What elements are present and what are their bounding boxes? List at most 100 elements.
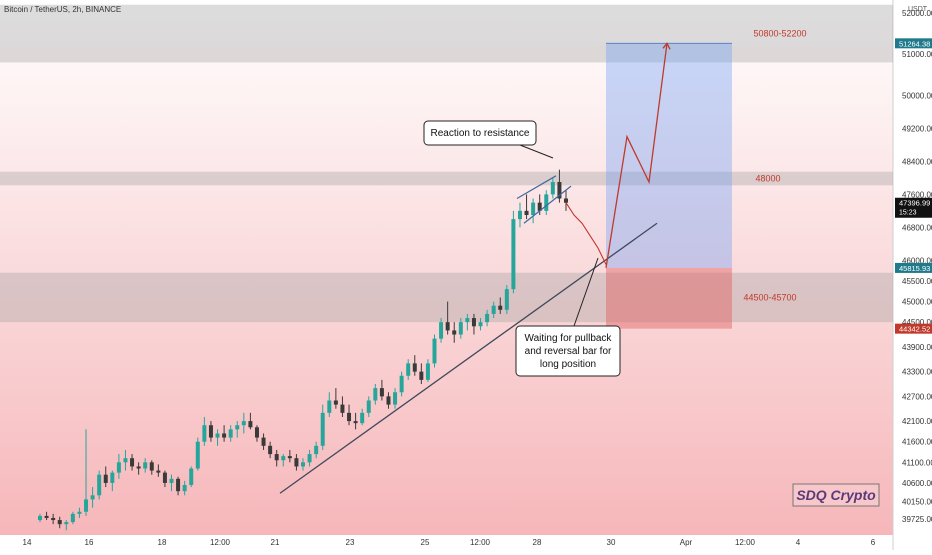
currency-badge[interactable]: USDT <box>908 6 928 13</box>
candle <box>228 425 233 442</box>
candle <box>51 513 56 525</box>
zone-label: 44500-45700 <box>743 292 796 302</box>
zones-layer: 50800-52200 48000 44500-45700 <box>0 4 893 323</box>
y-tick-label: 52000.00 <box>902 9 932 18</box>
wedge-lower-line[interactable] <box>523 185 572 224</box>
paths-layer <box>565 42 671 269</box>
candle <box>478 318 483 331</box>
candle <box>544 190 549 215</box>
position-profit-box[interactable] <box>606 43 732 268</box>
candle <box>189 466 194 488</box>
candle <box>254 425 259 442</box>
candle <box>281 454 286 467</box>
annotation-pullback[interactable]: Waiting for pullback and reversal bar for… <box>515 257 621 377</box>
x-axis-labels: 14 16 18 12:00 21 23 25 12:00 28 30 Apr 12:00 4 6 <box>23 538 876 547</box>
svg-text:47396.99: 47396.99 <box>899 199 930 208</box>
candle <box>195 437 200 471</box>
candle <box>511 210 516 294</box>
x-axis-panel <box>0 535 893 550</box>
candle <box>215 429 220 446</box>
wedge-upper-line[interactable] <box>516 175 557 200</box>
candle <box>287 449 292 463</box>
candle <box>425 359 430 382</box>
candles-layer <box>38 169 568 531</box>
projection-arrowhead <box>662 42 671 50</box>
candle <box>130 454 135 471</box>
candle <box>143 458 148 473</box>
x-tick-label: 12:00 <box>210 538 231 547</box>
candle <box>366 396 371 417</box>
candle <box>485 309 490 327</box>
price-tag: 51264.38 <box>895 38 932 49</box>
zone-band <box>0 171 893 186</box>
x-tick-label: 23 <box>346 538 355 547</box>
x-tick-label: 25 <box>421 538 430 547</box>
candle <box>327 392 332 417</box>
candle <box>169 474 174 492</box>
y-tick-label: 45000.00 <box>902 298 932 307</box>
candle <box>432 334 437 368</box>
candle <box>202 416 207 446</box>
position-layer <box>606 42 732 329</box>
candle <box>84 429 89 516</box>
zone-label: 50800-52200 <box>753 29 806 39</box>
x-tick-label: 14 <box>23 538 32 547</box>
candle <box>235 421 240 438</box>
svg-text:44342.52: 44342.52 <box>899 325 930 334</box>
y-tick-label: 42100.00 <box>902 417 932 426</box>
candle <box>452 322 457 343</box>
candle <box>412 355 417 376</box>
y-tick-label: 51000.00 <box>902 50 932 59</box>
candle <box>103 466 108 488</box>
candle <box>465 313 470 331</box>
zone-band <box>0 4 893 63</box>
candle <box>360 408 365 426</box>
position-stop-box[interactable] <box>606 267 732 329</box>
candle <box>491 301 496 319</box>
candle <box>248 412 253 430</box>
zone-label: 48000 <box>755 174 780 184</box>
x-tick-label: 16 <box>85 538 94 547</box>
svg-text:45815.93: 45815.93 <box>899 264 930 273</box>
candle <box>333 388 338 409</box>
x-tick-label: 12:00 <box>735 538 756 547</box>
candle <box>531 198 536 224</box>
candle <box>498 297 503 314</box>
annotation-resistance[interactable]: Reaction to resistance <box>423 120 554 159</box>
candle <box>123 449 128 471</box>
y-tick-label: 46800.00 <box>902 223 932 232</box>
projection-path <box>605 43 668 269</box>
candle <box>557 169 562 203</box>
plot-background <box>0 0 893 535</box>
x-tick-label: Apr <box>680 538 693 547</box>
svg-text:15:23: 15:23 <box>899 210 917 217</box>
candle <box>458 318 463 339</box>
x-tick-label: 28 <box>533 538 542 547</box>
candle <box>116 454 121 479</box>
annotations-layer: Reaction to resistance Waiting for pullba… <box>423 120 621 377</box>
y-tick-label: 41100.00 <box>902 458 932 467</box>
candle <box>90 487 95 508</box>
watermark: SDQ Crypto <box>792 483 880 507</box>
candle <box>524 194 529 220</box>
candle <box>386 392 391 409</box>
svg-text:51264.38: 51264.38 <box>899 39 930 48</box>
candle <box>176 476 181 496</box>
zone-band <box>0 272 893 323</box>
candle <box>156 464 161 477</box>
candle <box>445 301 450 335</box>
y-tick-label: 48400.00 <box>902 157 932 166</box>
candle <box>261 433 266 450</box>
svg-text:and reversal bar for: and reversal bar for <box>525 346 612 357</box>
svg-text:long position: long position <box>540 359 596 370</box>
y-tick-label: 41600.00 <box>902 438 932 447</box>
y-tick-label: 40600.00 <box>902 479 932 488</box>
candle <box>517 202 522 228</box>
y-axis-panel <box>893 0 932 550</box>
y-tick-label: 50000.00 <box>902 91 932 100</box>
y-tick-label: 39725.00 <box>902 515 932 524</box>
candle <box>110 470 115 492</box>
y-tick-label: 44500.00 <box>902 318 932 327</box>
candle <box>222 425 227 442</box>
